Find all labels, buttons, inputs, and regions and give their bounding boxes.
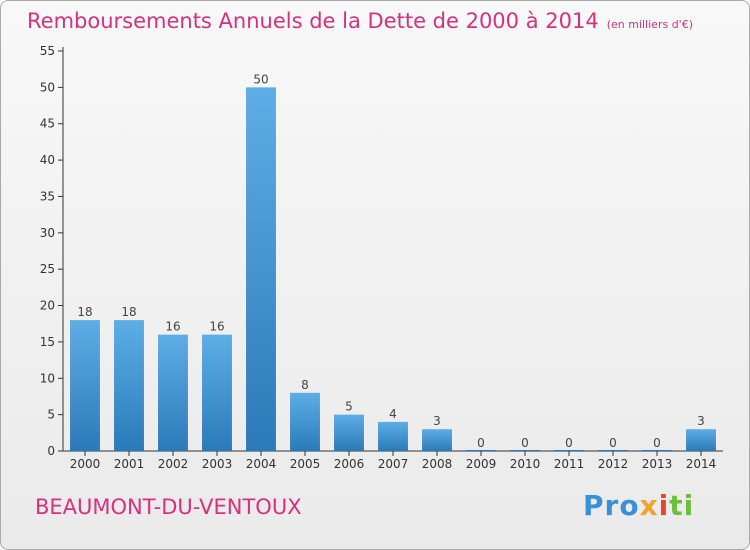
y-tick-label: 25 xyxy=(40,262,55,276)
chart-title-text: Remboursements Annuels de la Dette de 20… xyxy=(27,9,599,33)
data-label-2006: 5 xyxy=(345,400,353,414)
x-tick-label: 2014 xyxy=(686,457,717,471)
x-tick-label: 2008 xyxy=(422,457,453,471)
bar-2006 xyxy=(334,414,364,451)
commune-name: BEAUMONT-DU-VENTOUX xyxy=(35,495,302,519)
proxiti-logo: Proxiti xyxy=(583,489,694,522)
x-tick-label: 2013 xyxy=(642,457,673,471)
logo-part-4: ti xyxy=(669,489,695,522)
x-tick-label: 2000 xyxy=(70,457,101,471)
bar-2009 xyxy=(466,450,496,451)
bar-2007 xyxy=(378,421,408,451)
y-tick-label: 5 xyxy=(47,408,55,422)
chart-labels: 18 18 16 16 50 8 5 4 3 0 0 0 0 0 3 xyxy=(77,72,704,450)
chart-bars xyxy=(70,87,716,451)
data-label-2002: 16 xyxy=(165,320,180,334)
data-label-2001: 18 xyxy=(121,305,136,319)
data-label-2008: 3 xyxy=(433,414,441,428)
y-tick-label: 50 xyxy=(40,80,55,94)
data-label-2014: 3 xyxy=(697,414,705,428)
bar-2001 xyxy=(114,320,144,451)
bar-2003 xyxy=(202,334,232,451)
x-tick-label: 2003 xyxy=(202,457,233,471)
x-tick-label: 2005 xyxy=(290,457,321,471)
logo-part-3: i xyxy=(658,489,670,522)
data-label-2000: 18 xyxy=(77,305,92,319)
data-label-2004: 50 xyxy=(253,72,268,86)
bar-2012 xyxy=(598,450,628,451)
x-tick-label: 2004 xyxy=(246,457,277,471)
bar-2013 xyxy=(642,450,672,451)
data-label-2011: 0 xyxy=(565,436,573,450)
bar-2014 xyxy=(686,429,716,451)
x-tick-label: 2010 xyxy=(510,457,541,471)
x-tick-label: 2006 xyxy=(334,457,365,471)
bar-2005 xyxy=(290,392,320,451)
data-label-2009: 0 xyxy=(477,436,485,450)
y-tick-label: 20 xyxy=(40,299,55,313)
data-label-2005: 8 xyxy=(301,378,309,392)
y-tick-label: 35 xyxy=(40,189,55,203)
data-label-2013: 0 xyxy=(653,436,661,450)
bar-2000 xyxy=(70,320,100,451)
y-tick-label: 55 xyxy=(40,44,55,58)
x-tick-label: 2012 xyxy=(598,457,629,471)
chart-title: Remboursements Annuels de la Dette de 20… xyxy=(27,9,693,33)
y-tick-label: 30 xyxy=(40,226,55,240)
y-tick-label: 0 xyxy=(47,444,55,458)
x-tick-label: 2002 xyxy=(158,457,189,471)
y-tick-label: 40 xyxy=(40,153,55,167)
logo-part-2: x xyxy=(639,489,659,522)
data-label-2010: 0 xyxy=(521,436,529,450)
x-tick-label: 2009 xyxy=(466,457,497,471)
data-label-2007: 4 xyxy=(389,407,397,421)
x-tick-label: 2011 xyxy=(554,457,585,471)
chart-subtitle: (en milliers d'€) xyxy=(606,18,693,31)
x-tick-label: 2001 xyxy=(114,457,145,471)
bar-2010 xyxy=(510,450,540,451)
bar-2011 xyxy=(554,450,584,451)
data-label-2012: 0 xyxy=(609,436,617,450)
y-tick-label: 10 xyxy=(40,371,55,385)
bar-2004 xyxy=(246,87,276,451)
x-tick-label: 2007 xyxy=(378,457,409,471)
data-label-2003: 16 xyxy=(209,320,224,334)
logo-part-1: Pro xyxy=(583,489,640,522)
y-tick-label: 15 xyxy=(40,335,55,349)
bar-2008 xyxy=(422,429,452,451)
bar-2002 xyxy=(158,334,188,451)
y-tick-label: 45 xyxy=(40,117,55,131)
